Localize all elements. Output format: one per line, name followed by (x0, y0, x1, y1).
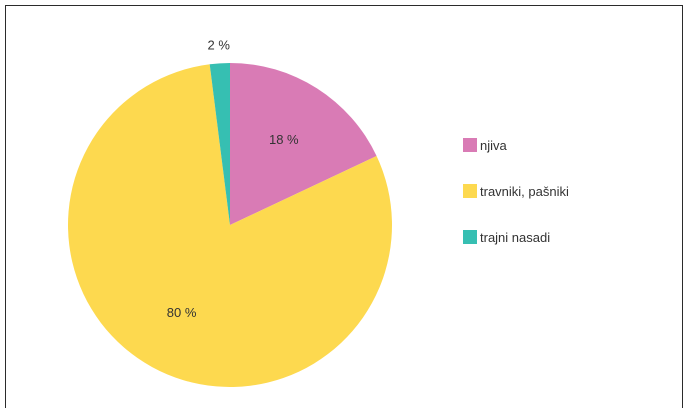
legend-item-1: njiva (463, 136, 569, 154)
data-label-2: 80 % (167, 305, 197, 320)
pie-slice-3 (209, 63, 230, 225)
pie-slice-2 (67, 64, 392, 388)
data-label-3: 2 % (207, 37, 230, 52)
legend: njiva travniki, pašniki trajni nasadi (463, 136, 569, 274)
pie-slice-1 (230, 63, 377, 225)
data-label-1: 18 % (269, 132, 299, 147)
legend-swatch (463, 230, 477, 244)
legend-swatch (463, 138, 477, 152)
legend-item-2: travniki, pašniki (463, 182, 569, 200)
legend-label: trajni nasadi (480, 229, 551, 245)
pie-chart: 18 % 80 % 2 % (67, 37, 392, 388)
chart-frame: 18 % 80 % 2 % njiva travniki, pašniki trajni… (5, 5, 683, 408)
legend-item-3: trajni nasadi (463, 228, 569, 246)
legend-swatch (463, 184, 477, 198)
legend-label: njiva (480, 137, 507, 153)
legend-label: travniki, pašniki (480, 183, 569, 199)
